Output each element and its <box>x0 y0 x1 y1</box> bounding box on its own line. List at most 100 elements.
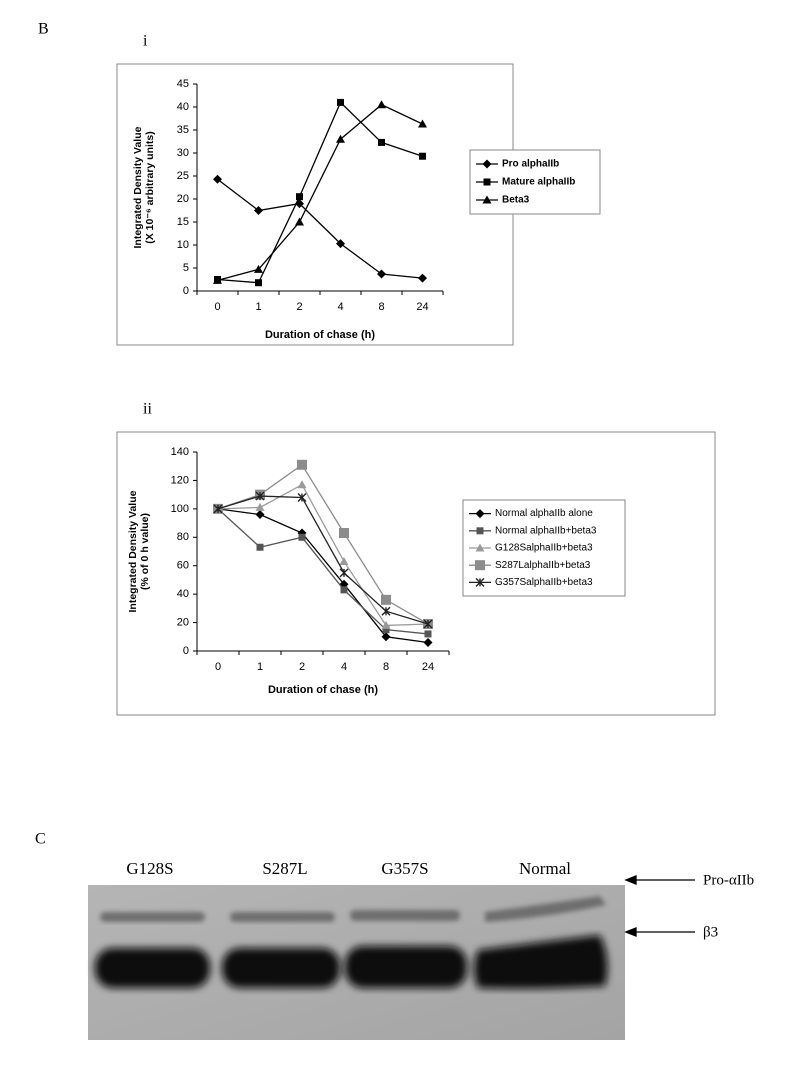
panel-label: i <box>143 33 148 50</box>
marker <box>296 193 303 201</box>
marker <box>254 264 263 273</box>
marker <box>213 275 222 284</box>
marker <box>336 239 345 249</box>
marker <box>297 459 307 470</box>
y-tick-label: 60 <box>177 560 189 572</box>
legend-label: S287LalphaIIb+beta3 <box>495 560 591 571</box>
marker <box>340 586 348 594</box>
marker <box>213 504 223 514</box>
y-tick-label: 30 <box>177 147 189 159</box>
legend-label: Beta3 <box>502 195 530 206</box>
y-tick-label: 35 <box>177 124 189 136</box>
x-tick-label: 24 <box>416 301 428 313</box>
y-tick-label: 140 <box>171 446 189 458</box>
series-line <box>217 178 423 279</box>
gel-image <box>88 885 625 1040</box>
y-tick-label: 20 <box>177 193 189 205</box>
x-tick-label: 0 <box>215 661 221 673</box>
marker <box>339 568 349 578</box>
y-tick-label: 40 <box>177 101 189 113</box>
marker <box>475 509 485 519</box>
marker <box>339 556 349 565</box>
marker <box>483 178 491 186</box>
marker <box>475 560 485 571</box>
marker <box>297 480 307 489</box>
marker <box>475 543 485 552</box>
marker <box>419 152 426 160</box>
legend-label: Normal alphaIIb+beta3 <box>495 525 597 536</box>
gel-lane-labels: G128S S287L G357S Normal <box>126 859 571 878</box>
y-tick-label: 15 <box>177 216 189 228</box>
chart-frame <box>116 63 514 346</box>
lane-label: G128S <box>126 859 173 878</box>
lane-label: S287L <box>262 859 307 878</box>
marker <box>213 174 222 184</box>
x-tick-label: 2 <box>299 661 305 673</box>
marker <box>482 159 492 169</box>
x-tick-label: 4 <box>337 301 343 313</box>
lane-label: Normal <box>519 859 571 878</box>
marker <box>475 577 485 587</box>
y-axis-title: Integrated Density Value <box>127 490 139 612</box>
y-tick-label: 0 <box>183 285 189 297</box>
marker <box>377 269 386 279</box>
marker <box>381 594 391 605</box>
y-tick-label: 10 <box>177 239 189 251</box>
series-line <box>217 483 429 627</box>
x-tick-label: 8 <box>383 661 389 673</box>
y-tick-label: 100 <box>171 503 189 515</box>
legend-label: G128SalphaIIb+beta3 <box>495 543 593 554</box>
band-label: Pro-αIIb <box>703 872 754 888</box>
panel-label: ii <box>143 401 152 418</box>
lane-label: G357S <box>381 859 428 878</box>
marker <box>382 626 390 634</box>
marker <box>424 630 432 638</box>
marker <box>476 527 484 535</box>
marker <box>339 528 349 539</box>
x-tick-label: 24 <box>422 661 434 673</box>
y-axis-title: (X 10⁻⁶ arbitrary units) <box>144 131 156 244</box>
marker <box>337 98 344 106</box>
y-tick-label: 5 <box>183 262 189 274</box>
series-line <box>217 508 429 635</box>
band-label: β3 <box>703 924 718 940</box>
marker <box>255 502 265 511</box>
series-line <box>217 103 423 282</box>
y-tick-label: 20 <box>177 616 189 628</box>
marker <box>482 195 492 204</box>
band-arrows <box>624 875 695 937</box>
marker <box>418 273 427 283</box>
marker <box>377 100 386 109</box>
marker <box>255 279 262 287</box>
marker <box>381 632 391 642</box>
y-axis-title: Integrated Density Value <box>132 126 144 248</box>
legend-label: G357SalphaIIb+beta3 <box>495 577 593 588</box>
x-tick-label: 0 <box>214 301 220 313</box>
x-tick-label: 1 <box>255 301 261 313</box>
legend-label: Normal alphaIIb alone <box>495 508 593 519</box>
marker <box>256 543 264 551</box>
y-tick-label: 0 <box>183 645 189 657</box>
marker <box>418 119 427 128</box>
marker <box>298 533 306 541</box>
y-tick-label: 80 <box>177 531 189 543</box>
marker <box>297 492 307 502</box>
y-tick-label: 25 <box>177 170 189 182</box>
y-axis-title: (% of 0 h value) <box>139 513 151 590</box>
marker <box>336 134 345 143</box>
y-tick-label: 120 <box>171 474 189 486</box>
x-tick-label: 1 <box>257 661 263 673</box>
marker <box>381 620 391 629</box>
x-tick-label: 8 <box>378 301 384 313</box>
marker <box>254 206 263 215</box>
x-axis-title: Duration of chase (h) <box>265 329 375 341</box>
marker <box>381 606 391 616</box>
y-tick-label: 40 <box>177 588 189 600</box>
marker <box>423 619 433 629</box>
marker <box>423 637 433 647</box>
series-line <box>217 508 429 644</box>
x-tick-label: 4 <box>341 661 347 673</box>
